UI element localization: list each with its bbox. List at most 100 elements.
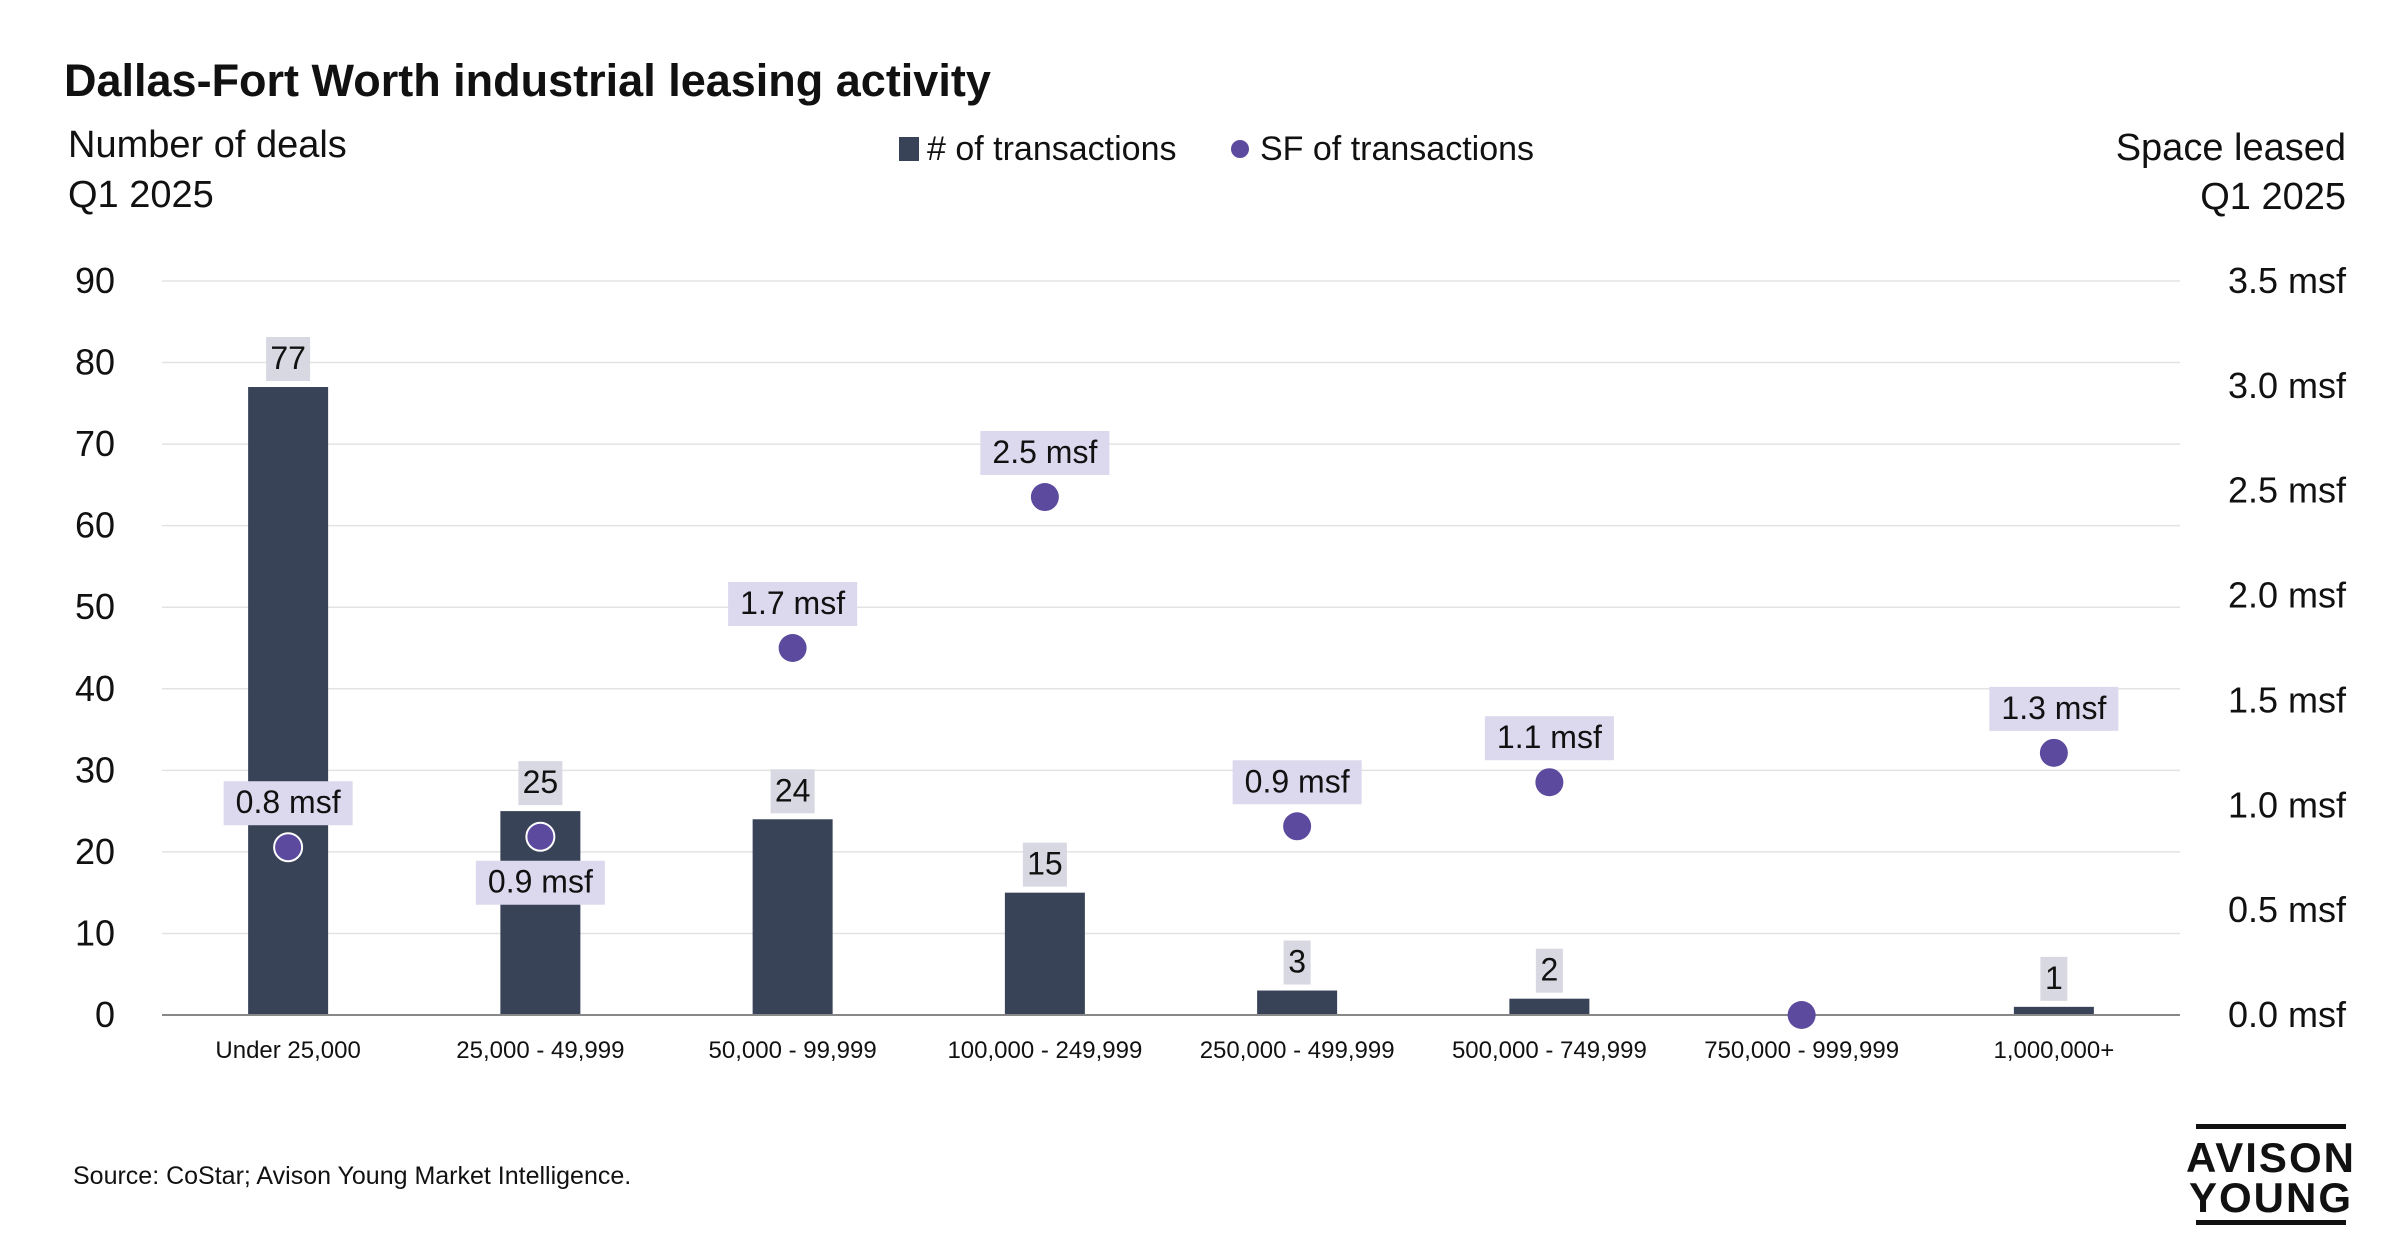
dot-value-label-bg [475, 860, 605, 905]
legend-dot-swatch [1231, 140, 1249, 158]
y-tick-left: 70 [75, 423, 115, 464]
category-label: 250,000 - 499,999 [1200, 1037, 1395, 1064]
bar-value-label-group: 24 [770, 769, 815, 814]
y-tick-right: 3.0 msf [2228, 365, 2347, 406]
dot-value-label: 1.7 msf [740, 585, 845, 621]
chart-title: Dallas-Fort Worth industrial leasing act… [64, 55, 991, 106]
category-label: 1,000,000+ [1993, 1037, 2114, 1064]
category-label: 25,000 - 49,999 [456, 1037, 624, 1064]
legend-bar-label: # of transactions [927, 130, 1176, 168]
category-label: 50,000 - 99,999 [709, 1037, 877, 1064]
bar-value-label: 3 [1288, 944, 1306, 980]
dot [778, 634, 807, 662]
dot-value-label: 0.8 msf [236, 784, 341, 820]
bar-value-label-bg [2040, 956, 2068, 1001]
y-tick-left: 40 [75, 668, 115, 709]
dot-series [273, 483, 2068, 1029]
dot [1535, 768, 1564, 797]
dot-value-label-bg [980, 431, 1110, 476]
avison-young-logo: AVISON YOUNG [2186, 1124, 2356, 1225]
bar-value-label-group: 1 [2040, 956, 2068, 1001]
gridlines [162, 280, 2180, 935]
dot [1030, 483, 1059, 512]
bar-value-label-group: 2 [1535, 948, 1563, 993]
dot-value-label-bg [223, 781, 353, 826]
y-tick-right: 3.5 msf [2228, 260, 2347, 301]
bar-value-label-group: 15 [1022, 842, 1067, 887]
dot-value-label-bg [728, 582, 858, 626]
bar-value-label-bg [1022, 842, 1067, 887]
bar [1257, 990, 1338, 1015]
dot [2039, 738, 2068, 767]
dot-value-label-group: 0.8 msf [223, 781, 353, 826]
y-tick-right: 2.0 msf [2228, 575, 2347, 616]
dot-value-label-group: 2.5 msf [980, 431, 1110, 476]
y-tick-left: 30 [75, 749, 115, 790]
category-label: Under 25,000 [215, 1037, 360, 1064]
y-tick-left: 20 [75, 831, 115, 872]
bar-value-label: 24 [775, 772, 811, 808]
right-axis-title-line2: Q1 2025 [2200, 176, 2346, 218]
left-axis-title-line2: Q1 2025 [68, 174, 214, 216]
dot-value-label: 1.3 msf [2001, 690, 2106, 726]
y-tick-left: 80 [75, 342, 115, 383]
category-label: 750,000 - 999,999 [1704, 1037, 1899, 1064]
dot-value-label: 1.1 msf [1497, 719, 1602, 755]
bar-value-label-bg [1535, 948, 1563, 993]
y-tick-left: 50 [75, 586, 115, 627]
dot-value-label-bg [1989, 686, 2119, 731]
legend-dot-label: SF of transactions [1260, 130, 1534, 168]
bar [1509, 998, 1590, 1015]
dot-value-label-bg [1484, 716, 1614, 761]
dot-value-label-group: 1.1 msf [1484, 716, 1614, 761]
bar-value-label: 77 [270, 340, 306, 376]
right-axis-title-line1: Space leased [2116, 127, 2346, 169]
dot-value-label-bg [1232, 760, 1362, 805]
logo-line-2: YOUNG [2189, 1174, 2353, 1221]
bar-value-label-group: 3 [1283, 940, 1311, 985]
dot-value-label: 0.9 msf [1245, 763, 1350, 799]
bar-value-label-bg [266, 337, 311, 382]
category-labels: Under 25,000 25,000 - 49,999 50,000 - 99,9… [215, 1037, 2114, 1064]
bar-value-label: 25 [523, 764, 559, 800]
bar-value-label: 2 [1540, 952, 1558, 988]
dot-value-label-group: 1.3 msf [1989, 686, 2119, 731]
bar-value-label-bg [518, 761, 563, 806]
y-tick-right: 1.5 msf [2228, 679, 2347, 720]
bar [752, 819, 833, 1015]
category-label: 100,000 - 249,999 [947, 1037, 1142, 1064]
y-tick-left: 10 [75, 912, 115, 953]
dot [1787, 1001, 1816, 1029]
legend: # of transactions SF of transactions [899, 130, 1534, 168]
logo-line-1: AVISON [2186, 1134, 2356, 1181]
dot-value-label: 2.5 msf [992, 434, 1097, 470]
logo-bottom-rule [2196, 1220, 2346, 1225]
dot [1283, 812, 1312, 841]
y-tick-right: 2.5 msf [2228, 470, 2347, 511]
dot [273, 832, 304, 863]
bar-value-label-bg [1283, 940, 1311, 985]
dot [525, 821, 556, 852]
y-tick-left: 90 [75, 260, 115, 301]
bar-value-label-bg [770, 769, 815, 814]
y-tick-left: 0 [95, 994, 115, 1035]
y-tick-right: 1.0 msf [2228, 784, 2347, 825]
left-axis-title-line1: Number of deals [68, 124, 347, 166]
data-labels: 77 25 24 15 3 2 1 0.8 msf 0.9 msf 1.7 msf 2.5 msf 0… [223, 337, 2119, 1001]
bar [248, 387, 329, 1015]
bar [1004, 892, 1085, 1015]
y-tick-left: 60 [75, 505, 115, 546]
bar-value-label: 1 [2045, 960, 2063, 996]
dot-value-label-group: 1.7 msf [728, 582, 858, 626]
bar-series [248, 387, 2094, 1015]
bar [2013, 1006, 2094, 1015]
category-label: 500,000 - 749,999 [1452, 1037, 1647, 1064]
dot-value-label-group: 0.9 msf [1232, 760, 1362, 805]
dot-value-label: 0.9 msf [488, 864, 593, 900]
bar-value-label-group: 25 [518, 761, 563, 806]
y-tick-right: 0.0 msf [2228, 994, 2347, 1035]
bar-value-label: 15 [1027, 846, 1063, 882]
logo-top-rule [2196, 1124, 2346, 1129]
